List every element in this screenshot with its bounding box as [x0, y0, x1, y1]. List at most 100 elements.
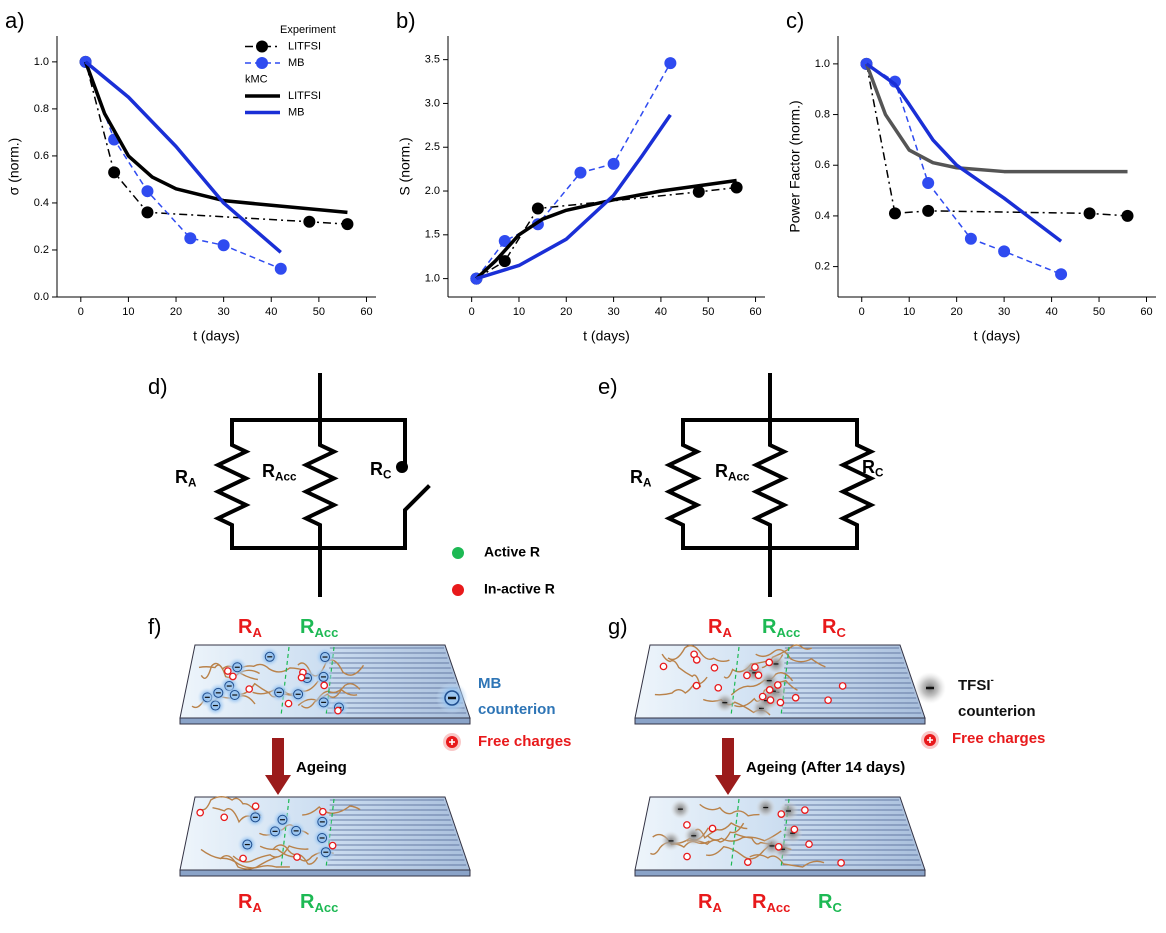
key-plus — [449, 739, 455, 745]
label-sub: Acc — [275, 470, 297, 483]
polymer-chain — [302, 805, 361, 816]
data-point — [692, 185, 705, 198]
resistor-label: RAcc — [752, 891, 790, 915]
y-tick-label: 3.0 — [425, 97, 440, 109]
y-tick-label: 1.0 — [425, 273, 440, 285]
x-tick-label: 60 — [360, 306, 372, 318]
free-charge — [766, 696, 775, 704]
legend-marker — [256, 57, 268, 69]
polymer-chain — [232, 845, 309, 863]
y-tick-label: 0.4 — [815, 210, 830, 222]
resistor-label: RC — [862, 457, 884, 480]
x-tick-label: 60 — [1140, 306, 1152, 318]
key-label: MB — [478, 675, 501, 692]
switch-contact — [396, 461, 408, 473]
data-point — [574, 166, 587, 179]
device-edge — [634, 717, 926, 725]
label-main: R — [300, 891, 315, 913]
label-sub: A — [643, 476, 652, 489]
free-charge — [692, 681, 701, 690]
x-tick-label: 10 — [122, 306, 134, 318]
legend-marker — [256, 40, 268, 53]
free-charge — [251, 802, 260, 811]
y-tick-label: 0.6 — [815, 159, 830, 171]
free-charge — [824, 696, 832, 705]
legend-label: LITFSI — [288, 40, 321, 52]
x-tick-label: 60 — [749, 306, 761, 318]
series-line — [475, 113, 672, 281]
label-sub: A — [188, 476, 197, 489]
panel-label: d) — [148, 374, 168, 399]
label-main: R — [238, 616, 253, 638]
y-axis-label: Power Factor (norm.) — [787, 100, 803, 232]
resistor-label: RA — [708, 616, 732, 640]
polymer-chain — [699, 803, 760, 817]
free-charge — [838, 682, 847, 690]
panel-label: g) — [608, 614, 628, 639]
free-charge — [318, 807, 327, 816]
data-point — [888, 75, 901, 88]
region-boundary — [280, 798, 290, 869]
key-label: counterion — [478, 701, 556, 718]
data-point — [341, 218, 354, 231]
free-charge — [790, 825, 799, 834]
series-line — [83, 61, 348, 215]
resistor-label: RAcc — [715, 461, 750, 484]
x-tick-label: 30 — [607, 306, 619, 318]
resistor — [301, 418, 339, 550]
key-plus — [927, 737, 933, 743]
polymer-chain — [755, 649, 826, 668]
polymer-chain — [661, 653, 702, 688]
free-charge — [708, 824, 717, 833]
label-main: R — [698, 891, 713, 913]
y-tick-label: 1.0 — [815, 58, 830, 70]
free-charge — [683, 821, 691, 829]
free-charge — [334, 706, 342, 715]
ageing-arrow — [265, 738, 291, 795]
resistor-label: RA — [238, 616, 262, 640]
resistor-label: RAcc — [762, 616, 800, 640]
polymer-chain — [667, 644, 730, 663]
data-point — [274, 262, 287, 275]
resistor — [838, 418, 876, 550]
state-label: Active R — [484, 544, 540, 560]
label-sub: C — [875, 466, 884, 479]
resistor — [213, 418, 251, 550]
label-sub: A — [722, 625, 732, 640]
free-charge — [773, 681, 782, 689]
circuit: e) RA RAcc RC — [598, 373, 884, 597]
free-charge — [297, 673, 306, 682]
polymer-chain — [200, 848, 278, 870]
x-tick-label: 20 — [560, 306, 572, 318]
free-charge — [754, 671, 763, 680]
series-line — [475, 62, 672, 280]
resistor-label: RC — [818, 891, 842, 915]
x-tick-label: 40 — [265, 306, 277, 318]
resistor-label: RAcc — [300, 616, 338, 640]
y-tick-label: 1.0 — [34, 56, 49, 68]
data-point — [1121, 209, 1134, 222]
polymer-chain — [201, 796, 258, 816]
arrow-label: Ageing — [296, 759, 347, 776]
resistor-label: RC — [370, 459, 392, 482]
x-tick-label: 30 — [998, 306, 1010, 318]
panel-label: b) — [396, 8, 416, 33]
label-sub: C — [836, 625, 846, 640]
free-charge — [714, 683, 723, 692]
data-point — [531, 202, 544, 215]
free-charge — [791, 693, 800, 702]
free-charge — [223, 667, 232, 675]
data-point — [303, 215, 316, 228]
free-charge — [777, 810, 786, 818]
free-charge — [284, 699, 293, 708]
resistor-label: RA — [175, 467, 197, 490]
panel-label: e) — [598, 374, 618, 399]
y-tick-label: 0.6 — [34, 150, 49, 162]
y-tick-label: 2.5 — [425, 141, 440, 153]
free-charge — [765, 686, 774, 694]
y-tick-label: 1.5 — [425, 229, 440, 241]
key-text: counterion — [478, 701, 556, 718]
resistor-label: RA — [698, 891, 722, 915]
data-point — [108, 166, 121, 179]
label-main: R — [630, 467, 643, 487]
